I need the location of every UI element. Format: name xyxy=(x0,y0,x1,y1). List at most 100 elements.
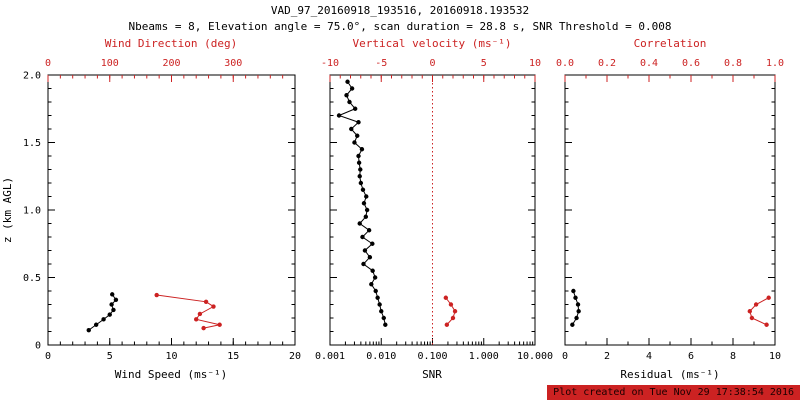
tick-label: 8 xyxy=(730,351,736,362)
data-point xyxy=(452,309,458,314)
plot-subtitle: Nbeams = 8, Elevation angle = 75.0°, sca… xyxy=(128,20,671,33)
tick-label: 0 xyxy=(429,58,435,69)
wind-direction-axis-title: Wind Direction (deg) xyxy=(105,37,237,50)
tick-labels-group: 0.001 0.010 0.100 1.000 10.000 -10 -5 0 5 10 xyxy=(315,58,553,362)
vertical-velocity-axis-title: Vertical velocity (ms⁻¹) xyxy=(353,37,512,50)
data-point xyxy=(345,79,350,84)
tick-label: 2 xyxy=(604,351,610,362)
data-point xyxy=(352,140,357,145)
tick-label: 0.2 xyxy=(598,58,616,69)
data-point xyxy=(107,312,112,317)
data-point xyxy=(347,99,352,105)
data-point xyxy=(111,307,116,313)
data-point xyxy=(372,275,378,280)
data-point xyxy=(364,207,370,213)
data-point xyxy=(93,322,99,327)
data-point xyxy=(753,302,759,307)
tick-label: 0.6 xyxy=(682,58,700,69)
series-correlation xyxy=(747,295,771,327)
tick-label: 0.010 xyxy=(366,351,396,362)
axis-ticks xyxy=(47,74,296,346)
tick-label: 0.8 xyxy=(724,58,742,69)
tick-label: -5 xyxy=(375,58,387,69)
data-point xyxy=(364,194,369,199)
data-point xyxy=(381,315,386,321)
data-point xyxy=(444,322,450,327)
data-point xyxy=(373,288,378,294)
data-point xyxy=(370,241,375,246)
data-point xyxy=(377,302,382,307)
tick-label: 0 xyxy=(45,351,51,362)
data-point xyxy=(358,180,364,186)
data-point xyxy=(375,295,380,300)
tick-label: 6 xyxy=(688,351,694,362)
data-point xyxy=(357,174,362,179)
tick-label: 20 xyxy=(289,351,301,362)
data-point xyxy=(358,167,363,172)
data-point xyxy=(379,309,384,314)
data-point xyxy=(349,126,354,132)
data-point xyxy=(359,147,365,152)
tick-label: 4 xyxy=(646,351,652,362)
data-point xyxy=(571,288,576,294)
data-point xyxy=(203,299,209,304)
tick-label: 1.000 xyxy=(469,351,499,362)
top-axis-ticks xyxy=(329,75,536,82)
data-point xyxy=(362,248,368,253)
tick-label: 5 xyxy=(107,351,113,362)
data-point xyxy=(357,221,362,226)
data-point xyxy=(101,317,106,322)
tick-label: 5 xyxy=(481,58,487,69)
tick-labels-group: 0 2 4 6 8 10 0.0 0.2 0.4 0.6 0.8 1.0 xyxy=(556,58,784,362)
data-point xyxy=(201,325,206,331)
top-axis-ticks xyxy=(47,75,284,82)
data-point xyxy=(574,315,579,321)
snr-axis-title: SNR xyxy=(422,368,442,381)
data-point xyxy=(360,187,366,192)
data-point xyxy=(361,261,366,267)
data-point xyxy=(575,302,581,307)
data-point xyxy=(194,317,199,322)
data-point xyxy=(355,133,360,138)
series-wind-speed xyxy=(86,292,119,333)
tick-label: 1.0 xyxy=(766,58,784,69)
y-axis-title: z (km AGL) xyxy=(1,177,14,243)
data-point xyxy=(383,322,388,327)
data-point xyxy=(366,228,372,233)
series-line xyxy=(88,294,117,331)
tick-label: 0.100 xyxy=(417,351,447,362)
tick-label: 10 xyxy=(769,351,781,362)
series-residual xyxy=(570,288,581,327)
data-point xyxy=(349,86,355,91)
top-axis-ticks xyxy=(564,75,776,82)
data-point xyxy=(336,113,342,118)
data-point xyxy=(570,322,575,327)
data-point xyxy=(197,311,203,317)
panel-residual: 0 2 4 6 8 10 0.0 0.2 0.4 0.6 0.8 1.0 xyxy=(556,58,784,362)
series-wind-direction xyxy=(154,292,222,331)
data-point xyxy=(344,93,349,98)
axis-ticks xyxy=(564,74,776,346)
tick-label: 10 xyxy=(529,58,541,69)
correlation-axis-title: Correlation xyxy=(634,37,707,50)
series-vertical-velocity xyxy=(443,295,458,327)
data-point xyxy=(154,292,159,298)
data-point xyxy=(110,292,115,297)
tick-label: 0 xyxy=(35,341,41,352)
data-point xyxy=(86,327,91,333)
series-line xyxy=(156,294,220,329)
plot-frame xyxy=(47,74,296,346)
tick-label: 0.0 xyxy=(556,58,574,69)
tick-label: 2.0 xyxy=(23,71,41,82)
data-point xyxy=(363,214,369,219)
tick-label: 300 xyxy=(224,58,242,69)
tick-label: 0.4 xyxy=(640,58,658,69)
data-point xyxy=(450,315,456,321)
tick-label: 200 xyxy=(162,58,180,69)
data-point xyxy=(573,295,578,300)
tick-label: 1.5 xyxy=(23,138,41,149)
data-point xyxy=(109,302,114,307)
